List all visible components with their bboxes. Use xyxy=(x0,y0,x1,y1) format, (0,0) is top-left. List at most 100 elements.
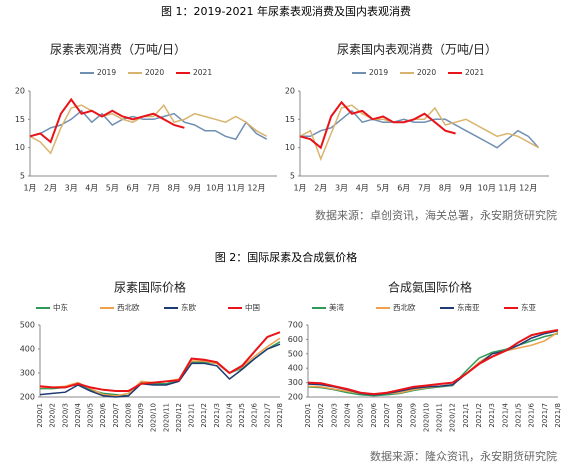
x-tick-label: 2020/10 xyxy=(150,403,158,432)
y-tick-label: 10 xyxy=(285,143,295,152)
x-tick-label: 2020/9 xyxy=(137,403,145,428)
series-line xyxy=(29,97,185,144)
x-tick-label: 7月 xyxy=(147,184,160,193)
y-tick-label: 300 xyxy=(20,369,35,378)
x-tick-label: 7月 xyxy=(418,184,431,193)
x-tick-label: 3月 xyxy=(335,184,348,193)
legend-label: 2020 xyxy=(145,68,164,77)
chart-title: 合成氨国际价格 xyxy=(388,280,472,295)
legend-label: 美湾 xyxy=(329,302,344,312)
series-line xyxy=(299,100,456,150)
x-tick-label: 11月 xyxy=(498,184,516,193)
x-tick-label: 2020/8 xyxy=(124,403,132,428)
x-tick-label: 5月 xyxy=(376,184,389,193)
x-tick-label: 12月 xyxy=(519,184,537,193)
x-tick-label: 2020/11 xyxy=(436,403,444,432)
x-tick-label: 2021/5 xyxy=(515,403,523,428)
x-tick-label: 2020/4 xyxy=(343,402,351,427)
x-tick-label: 2021/1 xyxy=(188,403,196,428)
y-tick-label: 500 xyxy=(288,349,303,358)
legend-label: 中东 xyxy=(53,302,68,312)
x-tick-label: 2020/4 xyxy=(74,402,82,427)
x-tick-label: 12月 xyxy=(247,184,265,193)
x-tick-label: 6月 xyxy=(126,184,139,193)
x-tick-label: 2021/2 xyxy=(200,403,208,428)
x-tick-label: 2月 xyxy=(314,184,327,193)
x-tick-label: 2020/2 xyxy=(317,403,325,428)
y-tick-label: 10 xyxy=(15,143,25,152)
x-tick-label: 11月 xyxy=(227,184,245,193)
y-tick-label: 5 xyxy=(290,172,295,181)
series-line xyxy=(40,341,281,397)
x-tick-label: 2020/5 xyxy=(357,403,365,428)
series-line xyxy=(29,103,268,155)
legend-label: 2019 xyxy=(97,68,116,77)
legend-label: 2021 xyxy=(193,68,212,77)
x-tick-label: 2020/1 xyxy=(36,403,44,428)
y-tick-label: 300 xyxy=(288,378,303,387)
legend-label: 2021 xyxy=(465,68,484,77)
x-tick-label: 2021/2 xyxy=(475,403,483,428)
x-tick-label: 2020/8 xyxy=(396,403,404,428)
x-tick-label: 2020/9 xyxy=(409,403,417,428)
chart-title: 尿素国际价格 xyxy=(114,280,186,295)
series-line xyxy=(29,109,268,141)
x-tick-label: 2020/2 xyxy=(49,403,57,428)
y-tick-label: 20 xyxy=(15,87,25,96)
x-tick-label: 2020/1 xyxy=(304,403,312,428)
x-tick-label: 2020/3 xyxy=(330,403,338,428)
y-tick-label: 400 xyxy=(20,345,35,354)
x-tick-label: 4月 xyxy=(356,184,369,193)
x-tick-label: 2020/6 xyxy=(370,402,378,427)
x-tick-label: 2020/5 xyxy=(87,403,95,428)
legend-label: 东南亚 xyxy=(457,302,480,312)
y-tick-label: 600 xyxy=(288,335,303,344)
x-tick-label: 2021/7 xyxy=(541,403,549,428)
x-tick-label: 2月 xyxy=(44,184,57,193)
legend-label: 西北欧 xyxy=(117,302,140,312)
x-tick-label: 10月 xyxy=(478,184,496,193)
x-tick-label: 2021/7 xyxy=(263,403,271,428)
x-tick-label: 2021/4 xyxy=(225,402,233,427)
x-tick-label: 2021/1 xyxy=(462,403,470,428)
series-line xyxy=(299,104,539,162)
x-tick-label: 10月 xyxy=(206,184,224,193)
x-tick-label: 2020/11 xyxy=(162,403,170,432)
series-line xyxy=(307,329,559,396)
y-tick-label: 15 xyxy=(15,115,25,124)
x-tick-label: 2020/6 xyxy=(99,402,107,427)
x-tick-label: 2021/8 xyxy=(276,403,284,428)
source: 数据来源：卓创资讯，海关总署，永安期货研究院 xyxy=(315,208,557,222)
legend-label: 中国 xyxy=(245,302,260,312)
x-tick-label: 3月 xyxy=(65,184,78,193)
series-line xyxy=(39,331,281,392)
x-tick-label: 2021/8 xyxy=(554,403,562,428)
legend-label: 2019 xyxy=(369,68,388,77)
x-tick-label: 1月 xyxy=(293,184,306,193)
x-tick-label: 2020/3 xyxy=(61,403,69,428)
x-tick-label: 6月 xyxy=(397,184,410,193)
x-tick-label: 2020/12 xyxy=(175,403,183,432)
legend-label: 西北欧 xyxy=(393,302,416,312)
x-tick-label: 9月 xyxy=(188,184,201,193)
legend-label: 东欧 xyxy=(181,302,196,312)
y-tick-label: 400 xyxy=(288,364,303,373)
series-line xyxy=(300,109,540,149)
x-tick-label: 2021/6 xyxy=(251,402,259,427)
x-tick-label: 8月 xyxy=(439,184,452,193)
y-tick-label: 200 xyxy=(20,393,35,402)
caption: 图 1：2019-2021 年尿素表观消费及国内表观消费 xyxy=(161,4,411,18)
x-tick-label: 4月 xyxy=(85,184,98,193)
y-tick-label: 500 xyxy=(20,321,35,330)
x-tick-label: 5月 xyxy=(106,184,119,193)
y-tick-label: 5 xyxy=(20,172,25,181)
series-line xyxy=(39,343,281,398)
x-tick-label: 2021/3 xyxy=(488,403,496,428)
x-tick-label: 8月 xyxy=(168,184,181,193)
x-tick-label: 2021/3 xyxy=(213,403,221,428)
y-tick-label: 20 xyxy=(285,87,295,96)
y-tick-label: 700 xyxy=(288,321,303,330)
x-tick-label: 2021/4 xyxy=(501,402,509,427)
legend-label: 东亚 xyxy=(521,302,536,312)
